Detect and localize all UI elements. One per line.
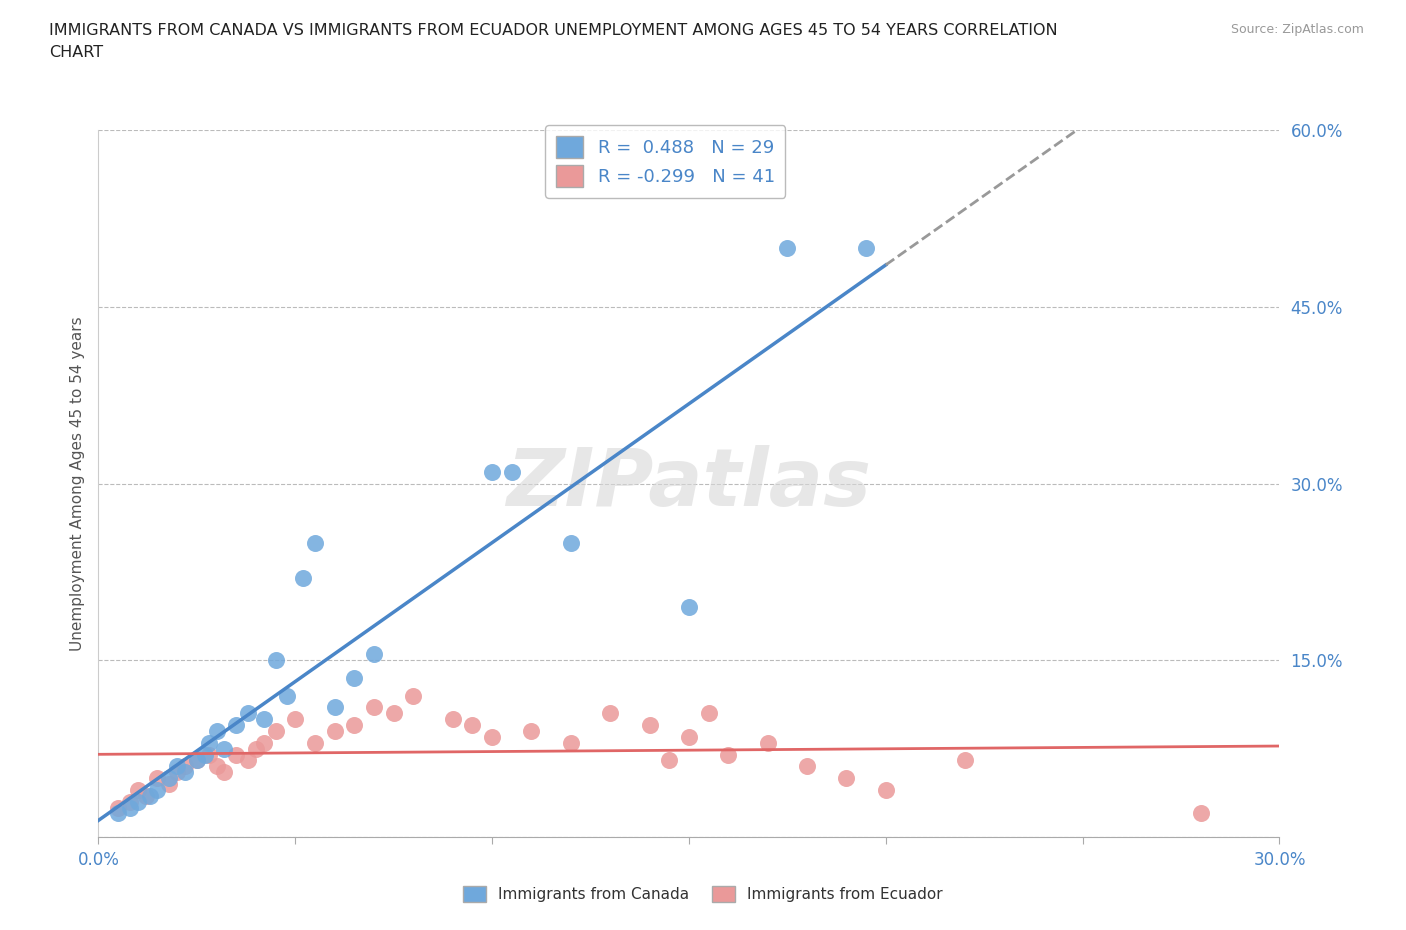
Point <box>1189 806 1212 821</box>
Point <box>323 700 346 715</box>
Point <box>441 711 464 726</box>
Point <box>107 800 129 815</box>
Point <box>205 759 228 774</box>
Legend: Immigrants from Canada, Immigrants from Ecuador: Immigrants from Canada, Immigrants from … <box>457 880 949 909</box>
Point <box>214 741 236 756</box>
Point <box>678 729 700 744</box>
Point <box>402 688 425 703</box>
Point <box>697 706 720 721</box>
Point <box>146 771 169 786</box>
Point <box>717 747 740 762</box>
Point <box>678 600 700 615</box>
Text: ZIPatlas: ZIPatlas <box>506 445 872 523</box>
Point <box>253 711 276 726</box>
Point <box>245 741 267 756</box>
Point <box>236 753 259 768</box>
Point <box>186 753 208 768</box>
Point <box>638 718 661 733</box>
Point <box>343 671 366 685</box>
Point <box>157 771 180 786</box>
Point <box>194 747 217 762</box>
Point <box>560 736 582 751</box>
Point <box>146 782 169 797</box>
Point <box>658 753 681 768</box>
Point <box>118 800 141 815</box>
Point <box>225 747 247 762</box>
Point <box>174 764 197 779</box>
Point <box>796 759 818 774</box>
Point <box>855 241 877 256</box>
Point <box>197 736 219 751</box>
Point <box>214 764 236 779</box>
Point <box>560 535 582 550</box>
Point <box>107 806 129 821</box>
Point <box>284 711 307 726</box>
Point <box>205 724 228 738</box>
Point <box>520 724 543 738</box>
Point <box>166 759 188 774</box>
Point <box>304 736 326 751</box>
Point <box>264 653 287 668</box>
Point <box>481 464 503 479</box>
Point <box>756 736 779 751</box>
Point <box>461 718 484 733</box>
Point <box>481 729 503 744</box>
Point <box>953 753 976 768</box>
Point <box>157 777 180 791</box>
Point <box>501 464 523 479</box>
Point <box>118 794 141 809</box>
Point <box>343 718 366 733</box>
Point <box>264 724 287 738</box>
Point <box>186 753 208 768</box>
Y-axis label: Unemployment Among Ages 45 to 54 years: Unemployment Among Ages 45 to 54 years <box>69 316 84 651</box>
Point <box>253 736 276 751</box>
Point <box>197 747 219 762</box>
Point <box>304 535 326 550</box>
Point <box>236 706 259 721</box>
Point <box>292 570 315 585</box>
Point <box>138 789 160 804</box>
Legend: R =  0.488   N = 29, R = -0.299   N = 41: R = 0.488 N = 29, R = -0.299 N = 41 <box>546 126 786 198</box>
Point <box>323 724 346 738</box>
Point <box>363 647 385 662</box>
Point <box>776 241 799 256</box>
Point <box>174 759 197 774</box>
Point <box>835 771 858 786</box>
Point <box>276 688 298 703</box>
Point <box>599 706 621 721</box>
Point <box>127 782 149 797</box>
Point <box>382 706 405 721</box>
Point <box>875 782 897 797</box>
Point <box>363 700 385 715</box>
Point <box>166 764 188 779</box>
Point <box>127 794 149 809</box>
Text: Source: ZipAtlas.com: Source: ZipAtlas.com <box>1230 23 1364 36</box>
Point <box>135 789 157 804</box>
Point <box>225 718 247 733</box>
Text: IMMIGRANTS FROM CANADA VS IMMIGRANTS FROM ECUADOR UNEMPLOYMENT AMONG AGES 45 TO : IMMIGRANTS FROM CANADA VS IMMIGRANTS FRO… <box>49 23 1057 60</box>
